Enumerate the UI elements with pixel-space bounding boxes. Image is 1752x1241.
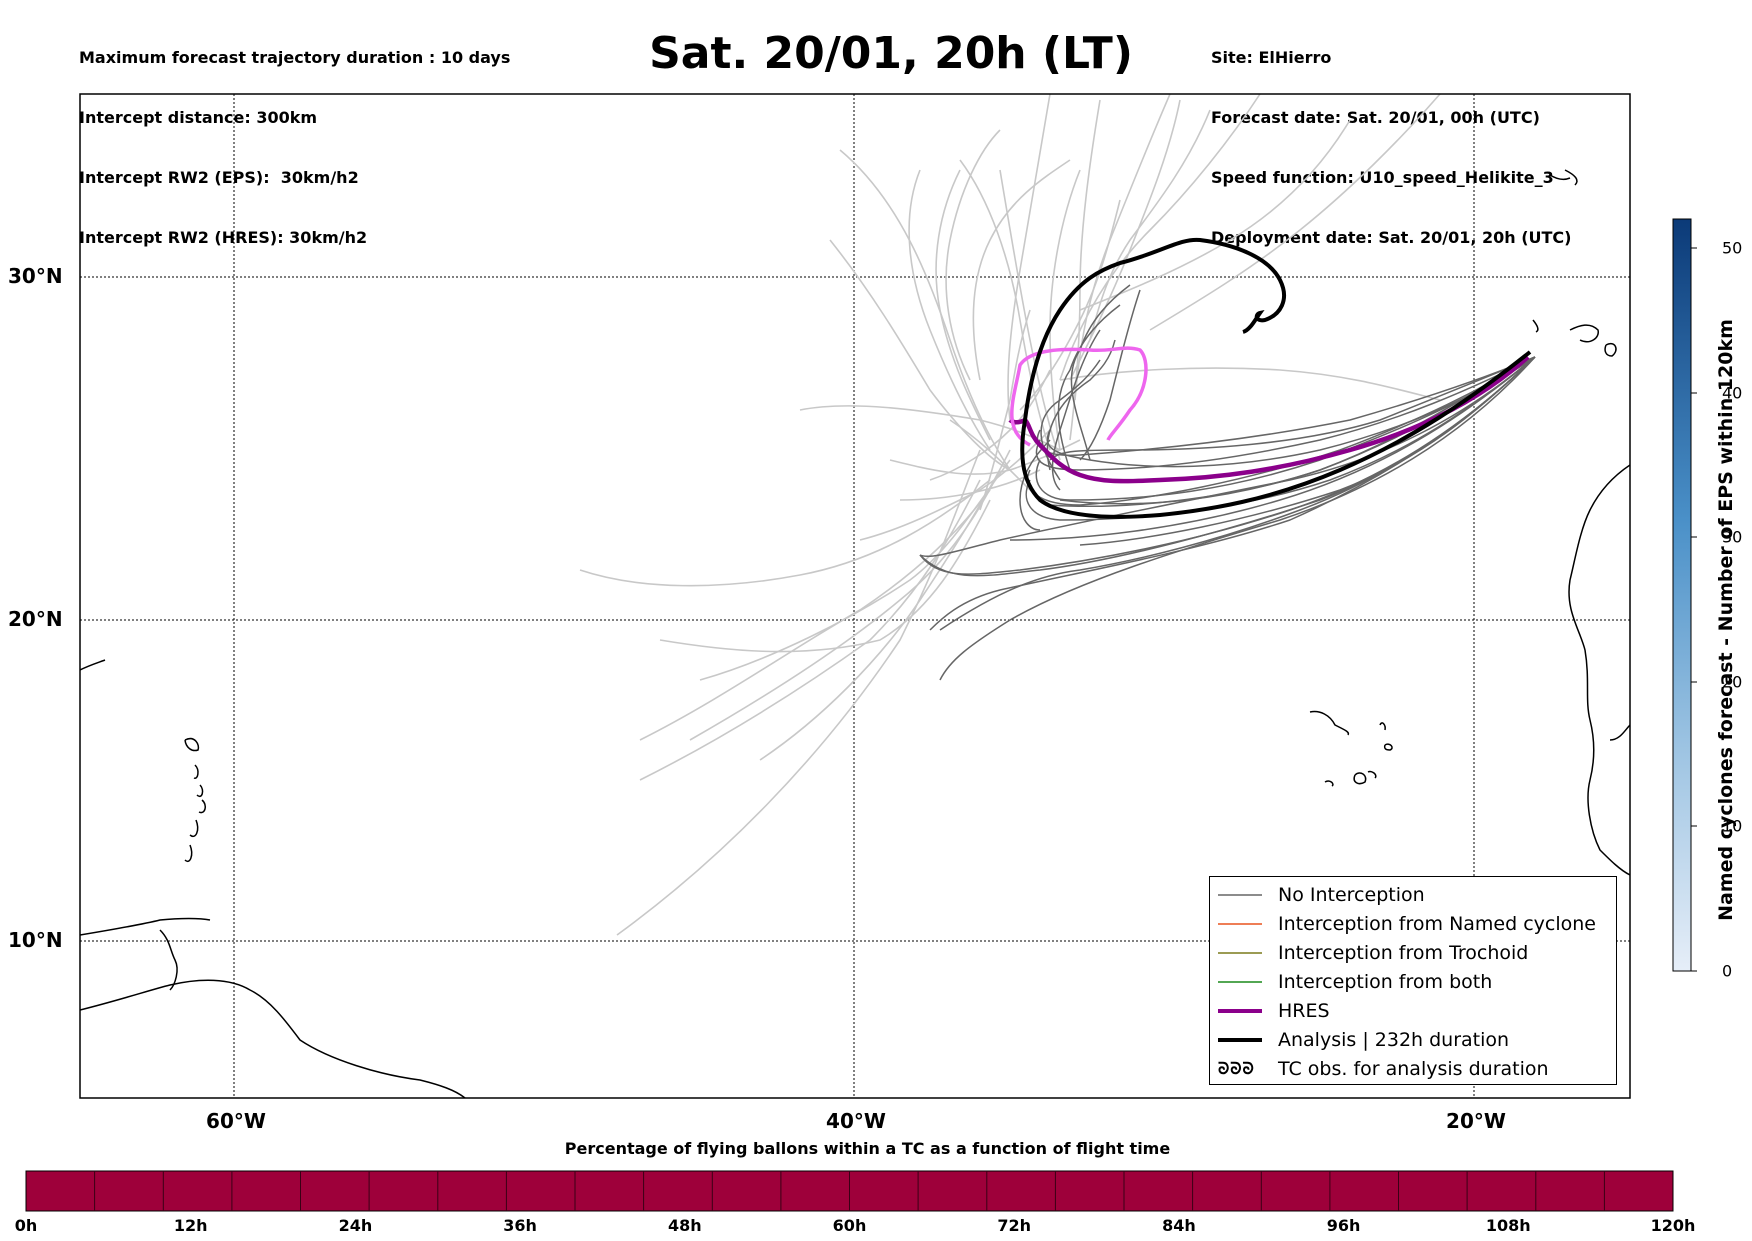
map-title: Sat. 20/01, 20h (LT): [649, 28, 1133, 79]
time-tick: 36h: [503, 1216, 537, 1235]
tc-bar-title: Percentage of flying ballons within a TC…: [564, 1139, 1171, 1158]
legend-label: Interception from Trochoid: [1278, 941, 1529, 964]
colorbar-tick: 0: [1722, 961, 1733, 981]
legend-item-tc-obs: ᘐᘐᘐ TC obs. for analysis duration: [1218, 1054, 1549, 1083]
time-tick: 108h: [1485, 1216, 1531, 1235]
legend-label: No Interception: [1278, 883, 1425, 906]
legend-item-both: Interception from both: [1218, 967, 1492, 996]
colorbar-tick: 40: [1722, 383, 1743, 403]
legend-item-named-cyclone: Interception from Named cyclone: [1218, 909, 1596, 938]
time-tick: 24h: [338, 1216, 373, 1235]
param-line: Intercept RW2 (HRES): 30km/h2: [79, 228, 368, 247]
site-line: Forecast date: Sat. 20/01, 00h (UTC): [1211, 108, 1540, 127]
param-line: Intercept RW2 (EPS): 30km/h2: [79, 168, 359, 187]
colorbar-tick: 50: [1722, 238, 1743, 258]
coastlines: [80, 169, 1630, 1098]
site-line: Site: ElHierro: [1211, 48, 1332, 67]
lon-label: 40°W: [826, 1109, 886, 1133]
lat-label: 10°N: [8, 928, 63, 952]
legend-item-hres: HRES: [1218, 996, 1330, 1025]
lon-label: 20°W: [1446, 1109, 1506, 1133]
legend-label: Analysis | 232h duration: [1278, 1028, 1510, 1051]
legend-item-trochoid: Interception from Trochoid: [1218, 938, 1528, 967]
legend-label: HRES: [1278, 999, 1330, 1022]
eps-colorbar: [1672, 218, 1692, 972]
tc-bar-segments: [94, 1171, 1605, 1211]
time-tick: 48h: [667, 1216, 702, 1235]
forecast-parameters: Maximum forecast trajectory duration : 1…: [79, 8, 510, 268]
site-info: Site: ElHierro Forecast date: Sat. 20/01…: [1211, 8, 1571, 268]
lon-label: 60°W: [206, 1109, 266, 1133]
time-tick: 120h: [1650, 1216, 1696, 1235]
site-line: Speed function: U10_speed_Helikite_3: [1211, 168, 1554, 187]
lat-label: 20°N: [8, 607, 63, 631]
time-tick: 0h: [14, 1216, 38, 1235]
legend-label: TC obs. for analysis duration: [1278, 1057, 1549, 1080]
map-legend: No Interception Interception from Named …: [1209, 876, 1617, 1085]
legend-item-analysis: Analysis | 232h duration: [1218, 1025, 1509, 1054]
legend-label: Interception from both: [1278, 970, 1493, 993]
time-tick: 12h: [173, 1216, 208, 1235]
cyclone-symbol-icon: ᘐᘐᘐ: [1218, 1058, 1255, 1078]
colorbar-tick: 30: [1722, 527, 1743, 547]
param-line: Maximum forecast trajectory duration : 1…: [79, 48, 511, 67]
time-tick: 60h: [832, 1216, 867, 1235]
eps-dark-trajectories: [919, 284, 1536, 681]
lat-label: 30°N: [8, 264, 63, 288]
time-tick: 96h: [1326, 1216, 1361, 1235]
site-line: Deployment date: Sat. 20/01, 20h (UTC): [1211, 228, 1572, 247]
eps-light-trajectories: [579, 94, 1441, 936]
time-tick: 84h: [1162, 1216, 1196, 1235]
analysis-trajectory: [1020, 237, 1532, 519]
hres-trajectory: [1008, 355, 1530, 484]
legend-label: Interception from Named cyclone: [1278, 912, 1596, 935]
legend-item-no-interception: No Interception: [1218, 880, 1425, 909]
colorbar-title: Named cyclones forecast - Number of EPS …: [1715, 319, 1737, 921]
map-frame: [79, 93, 1631, 1099]
colorbar-tick: 10: [1722, 816, 1743, 836]
param-line: Intercept distance: 300km: [79, 108, 318, 127]
time-tick: 72h: [997, 1216, 1032, 1235]
pink-trajectory: [1010, 346, 1148, 447]
colorbar-tick: 20: [1722, 672, 1743, 692]
